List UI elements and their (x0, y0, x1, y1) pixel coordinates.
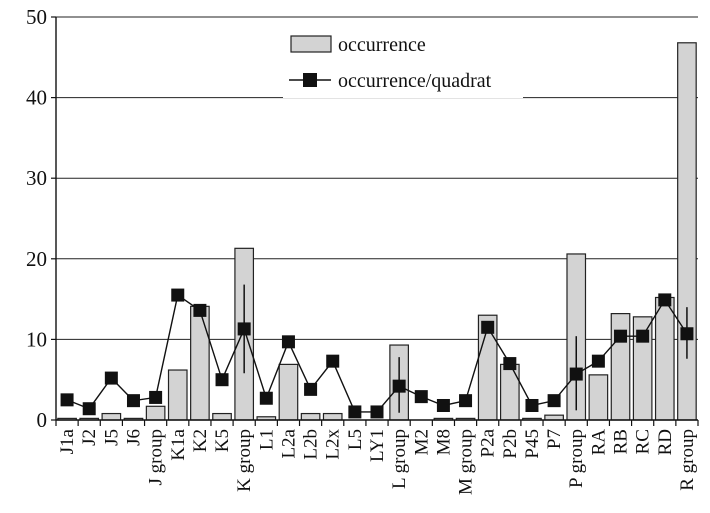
y-tick-label-30: 30 (26, 166, 47, 190)
marker-R-group (680, 327, 694, 341)
x-tick-label-P7: P7 (544, 429, 565, 449)
x-tick-label-RC: RC (633, 429, 654, 454)
marker-J6 (126, 394, 140, 408)
bar-RB (610, 313, 631, 421)
x-tick-label-RD: RD (655, 429, 676, 455)
x-tick-label-M2: M2 (411, 429, 432, 455)
marker-M2 (414, 390, 428, 404)
legend-bar-swatch (290, 35, 332, 53)
x-tick-label-K-group: K group (234, 429, 255, 492)
y-tick-label-40: 40 (26, 86, 47, 110)
y-tick-label-50: 50 (26, 5, 47, 29)
x-tick-label-RB: RB (611, 429, 632, 454)
x-tick-label-M8: M8 (433, 429, 454, 455)
marker-P7 (547, 394, 561, 408)
marker-RD (658, 293, 672, 307)
marker-K1a (171, 288, 185, 302)
x-tick-label-P2b: P2b (500, 429, 521, 459)
bar-R-group (677, 42, 697, 421)
bar-K5 (212, 412, 232, 421)
marker-K-group (237, 322, 251, 336)
bar-P2b (499, 363, 520, 421)
x-tick-label-J6: J6 (123, 429, 144, 446)
marker-LY1 (370, 405, 384, 419)
marker-L2b (304, 382, 318, 396)
line-series (60, 288, 694, 419)
marker-L2a (281, 335, 295, 349)
bar-J5 (101, 412, 122, 421)
bar-L2x (322, 412, 343, 421)
x-tick-label-L-group: L group (389, 429, 410, 489)
bar-J-group (145, 405, 166, 421)
marker-J5 (104, 371, 118, 385)
legend-marker-swatch (303, 73, 317, 87)
legend: occurrence occurrence/quadrat (283, 28, 523, 98)
marker-P2b (503, 357, 517, 371)
x-tick-label-P-group: P group (566, 429, 587, 488)
x-tick-label-L1: L1 (256, 429, 277, 450)
grid-lines (56, 16, 698, 340)
x-tick-label-J1a: J1a (57, 428, 78, 454)
marker-P2a (481, 320, 495, 334)
marker-K5 (215, 373, 229, 387)
x-tick-label-K2: K2 (190, 429, 211, 452)
marker-J-group (149, 390, 163, 404)
x-tick-label-P2a: P2a (478, 428, 499, 457)
y-tick-label-10: 10 (26, 327, 47, 351)
bar-K2 (190, 305, 210, 421)
x-tick-label-M-group: M group (456, 429, 477, 495)
y-tick-label-20: 20 (26, 247, 47, 271)
marker-K2 (193, 303, 207, 317)
x-tick-label-J2: J2 (79, 429, 100, 446)
x-tick-label-L2a: L2a (278, 428, 299, 458)
legend-label-occurrence-quadrat: occurrence/quadrat (338, 70, 492, 92)
legend-label-occurrence: occurrence (338, 34, 426, 56)
marker-L1 (259, 391, 273, 405)
marker-J1a (60, 393, 74, 407)
marker-RA (591, 354, 605, 368)
x-tick-label-L2b: L2b (301, 429, 322, 460)
x-tick-label-J-group: J group (146, 429, 167, 485)
bar-L2a (278, 363, 299, 421)
marker-J2 (82, 402, 96, 416)
bar-RA (588, 374, 609, 421)
marker-P45 (525, 398, 539, 412)
marker-RC (636, 329, 650, 343)
marker-M-group (459, 394, 473, 408)
x-tick-label-L5: L5 (345, 429, 366, 450)
x-tick-label-L2x: L2x (323, 429, 344, 460)
x-tick-label-LY1: LY1 (367, 429, 388, 462)
x-tick-label-K5: K5 (212, 429, 233, 452)
bar-RD (654, 296, 675, 421)
x-tick-label-P45: P45 (522, 429, 543, 459)
marker-L5 (348, 405, 362, 419)
axes (51, 16, 699, 426)
bar-K1a (167, 369, 188, 421)
bar-L2b (300, 412, 321, 421)
marker-RB (614, 329, 628, 343)
x-tick-label-R-group: R group (677, 429, 698, 491)
y-tick-label-0: 0 (37, 408, 48, 432)
bar-P7 (544, 414, 564, 421)
x-tick-label-K1a: K1a (168, 428, 189, 460)
x-tick-label-RA: RA (588, 429, 609, 456)
x-tick-label-J5: J5 (101, 429, 122, 446)
marker-L-group (392, 379, 406, 393)
marker-M8 (436, 398, 450, 412)
x-tick-labels: J1a J2 J5 J6 J group K1a K2 K5 K group L1 L2a L2b L2… (57, 428, 698, 495)
marker-P-group (569, 367, 583, 381)
y-tick-labels: 0 10 20 30 40 50 (26, 5, 47, 432)
marker-L2x (326, 354, 340, 368)
